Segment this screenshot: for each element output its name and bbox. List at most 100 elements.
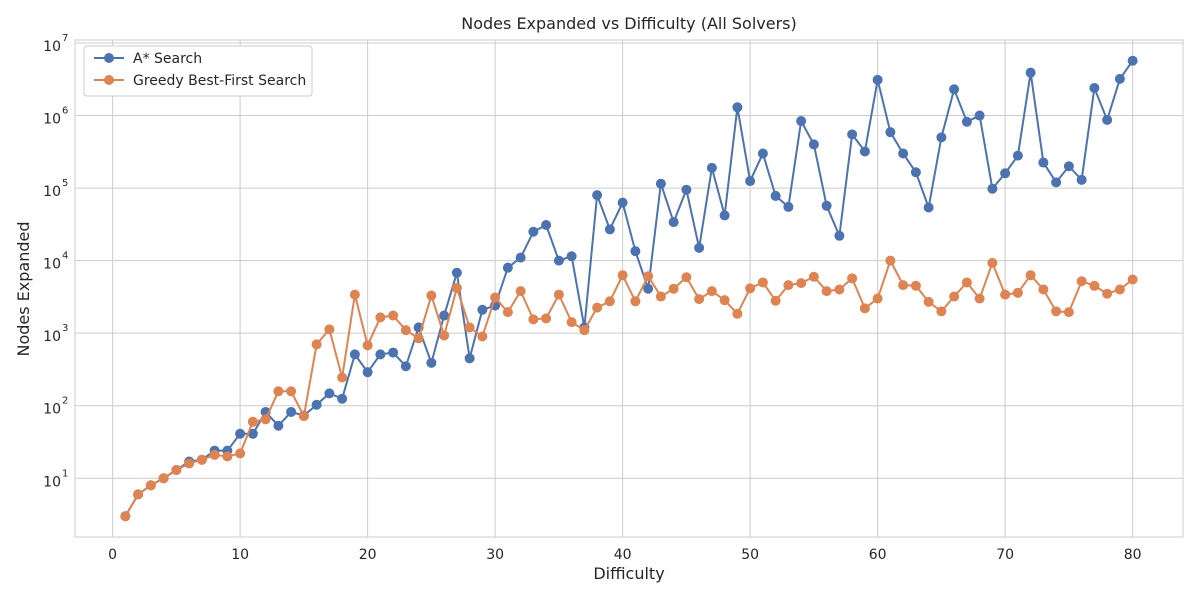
data-point — [796, 278, 807, 289]
data-point — [617, 197, 628, 208]
x-tick-label: 0 — [108, 547, 117, 563]
data-point — [528, 226, 539, 237]
data-point — [821, 200, 832, 211]
data-point — [388, 347, 399, 358]
data-point — [770, 295, 781, 306]
data-point — [439, 330, 450, 341]
series-1 — [120, 255, 1138, 522]
data-point — [133, 489, 144, 500]
data-point — [1076, 276, 1087, 287]
data-point — [247, 416, 258, 427]
data-point — [706, 162, 717, 173]
data-point — [541, 219, 552, 230]
y-tick-exponent: 6 — [62, 106, 68, 117]
chart-title: Nodes Expanded vs Difficulty (All Solver… — [461, 14, 796, 33]
data-point — [681, 272, 692, 283]
y-tick-label: 10 — [43, 402, 61, 418]
data-point — [592, 302, 603, 313]
data-point — [477, 331, 488, 342]
data-point — [592, 190, 603, 201]
data-point — [1038, 284, 1049, 295]
data-point — [719, 210, 730, 221]
data-point — [681, 184, 692, 195]
data-point — [974, 110, 985, 121]
data-point — [1089, 280, 1100, 291]
data-point — [719, 295, 730, 306]
data-point — [630, 246, 641, 257]
data-point — [553, 255, 564, 266]
data-point — [247, 428, 258, 439]
data-point — [643, 271, 654, 282]
data-point — [898, 280, 909, 291]
data-point — [426, 357, 437, 368]
y-tick-exponent: 1 — [62, 468, 68, 479]
data-point — [311, 399, 322, 410]
y-axis-label: Nodes Expanded — [14, 221, 33, 356]
data-point — [834, 230, 845, 241]
y-tick-label: 10 — [43, 39, 61, 55]
y-tick-label: 10 — [43, 184, 61, 200]
data-point — [961, 116, 972, 127]
x-tick-label: 20 — [359, 547, 377, 563]
data-point — [987, 257, 998, 268]
data-point — [1063, 161, 1074, 172]
data-point — [783, 280, 794, 291]
x-tick-label: 50 — [741, 547, 759, 563]
data-point — [808, 139, 819, 150]
data-point — [694, 242, 705, 253]
data-point — [273, 420, 284, 431]
data-point — [821, 286, 832, 297]
data-point — [158, 473, 169, 484]
data-point — [745, 176, 756, 187]
data-point — [502, 307, 513, 318]
y-tick-label: 10 — [43, 474, 61, 490]
data-point — [834, 284, 845, 295]
data-point — [222, 451, 233, 462]
data-point — [923, 202, 934, 213]
data-point — [1000, 289, 1011, 300]
data-point — [987, 183, 998, 194]
data-point — [923, 296, 934, 307]
data-point — [337, 393, 348, 404]
data-point — [349, 289, 360, 300]
data-point — [668, 283, 679, 294]
data-point — [120, 511, 131, 522]
data-point — [209, 449, 220, 460]
legend-label-greedy: Greedy Best-First Search — [133, 73, 306, 89]
data-point — [311, 339, 322, 350]
data-point — [260, 414, 271, 425]
data-point — [910, 167, 921, 178]
legend-marker-astar — [104, 53, 114, 63]
legend: A* Search Greedy Best-First Search — [83, 45, 313, 97]
data-point — [643, 283, 654, 294]
data-point — [273, 386, 284, 397]
data-point — [1102, 114, 1113, 125]
data-point — [579, 325, 590, 336]
data-point — [375, 349, 386, 360]
data-point — [451, 267, 462, 278]
data-point — [541, 313, 552, 324]
data-point — [796, 116, 807, 127]
data-point — [732, 102, 743, 113]
data-point — [553, 289, 564, 300]
data-point — [847, 129, 858, 140]
data-point — [400, 361, 411, 372]
data-point — [362, 367, 373, 378]
data-point — [1012, 150, 1023, 161]
data-point — [1038, 157, 1049, 168]
data-point — [477, 304, 488, 315]
data-point — [566, 317, 577, 328]
data-point — [949, 84, 960, 95]
data-point — [502, 262, 513, 273]
data-point — [936, 306, 947, 317]
data-point — [1025, 270, 1036, 281]
data-point — [1076, 174, 1087, 185]
data-point — [655, 178, 666, 189]
data-point — [451, 282, 462, 293]
data-point — [859, 303, 870, 314]
data-point — [235, 428, 246, 439]
data-point — [745, 283, 756, 294]
data-point — [1063, 307, 1074, 318]
data-point — [362, 340, 373, 351]
